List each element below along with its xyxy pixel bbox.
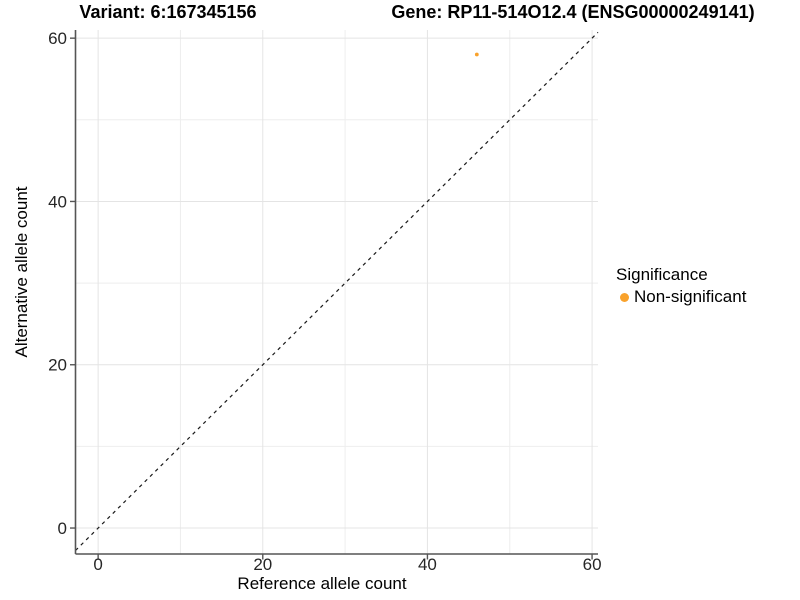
x-tick-label: 20 — [253, 555, 272, 574]
plot-title-variant: Variant: 6:167345156 — [79, 2, 257, 22]
x-tick-label: 40 — [418, 555, 437, 574]
plot-title-gene: Gene: RP11-514O12.4 (ENSG00000249141) — [391, 2, 755, 22]
identity-line — [75, 31, 599, 551]
data-point — [474, 52, 479, 57]
legend-title: Significance — [616, 265, 708, 284]
y-tick-label: 20 — [48, 356, 67, 375]
x-tick-label: 60 — [583, 555, 602, 574]
legend: Significance Non-significant — [616, 265, 746, 307]
x-tick-label: 0 — [93, 555, 102, 574]
x-axis-title: Reference allele count — [237, 574, 407, 593]
y-tick-label: 40 — [48, 192, 67, 211]
y-tick-label: 0 — [58, 519, 67, 538]
y-tick-label: 60 — [48, 29, 67, 48]
legend-item-label: Non-significant — [634, 287, 747, 306]
legend-item-non-significant: Non-significant — [616, 287, 746, 307]
y-axis-title: Alternative allele count — [12, 186, 31, 358]
legend-point-icon — [620, 292, 629, 302]
